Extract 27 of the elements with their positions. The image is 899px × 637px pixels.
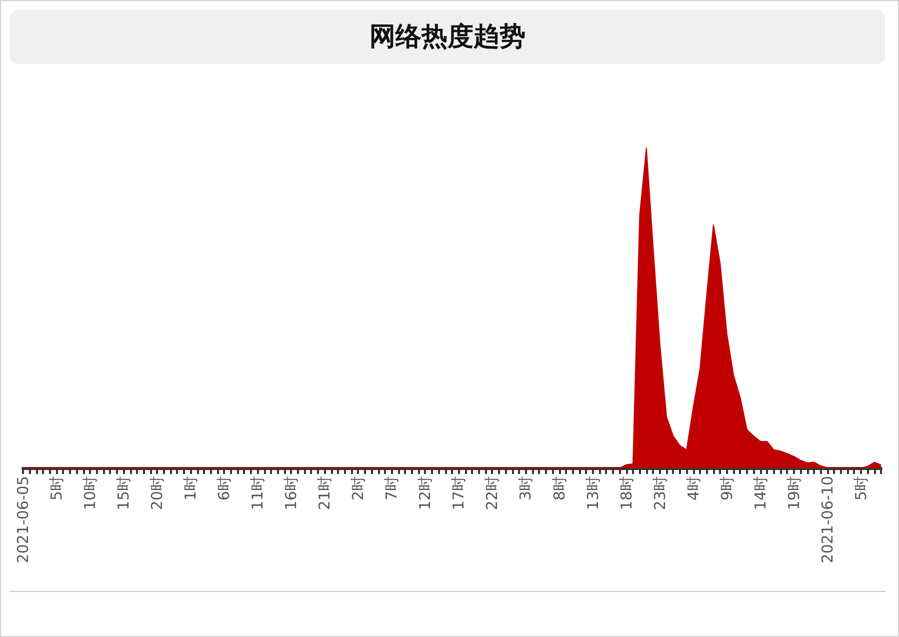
x-tick-label: 2时 [349, 476, 368, 501]
x-tick-label: 5时 [48, 476, 66, 501]
x-tick-label: 14时 [751, 476, 770, 510]
x-tick-label: 9时 [718, 476, 736, 501]
x-tick-label: 4时 [684, 476, 702, 501]
x-tick-label: 23时 [650, 476, 669, 510]
x-tick-label: 8时 [550, 476, 568, 501]
x-tick-label: 12时 [416, 476, 434, 510]
x-tick-label: 5时 [852, 476, 870, 501]
x-tick-label: 18时 [617, 476, 636, 510]
x-tick-label: 1时 [182, 476, 200, 501]
x-tick-label: 17时 [450, 476, 468, 510]
x-tick-label: 6时 [215, 476, 234, 501]
x-tick-label: 7时 [382, 476, 401, 501]
x-tick-label: 10时 [81, 476, 100, 510]
chart-title: 网络热度趋势 [10, 10, 885, 64]
x-tick-label: 22时 [483, 476, 502, 510]
x-tick-label: 13时 [584, 476, 602, 510]
x-tick-label: 2021-06-10 [818, 476, 836, 564]
x-tick-label: 3时 [516, 476, 535, 501]
x-tick-label: 16时 [282, 476, 300, 510]
x-tick-label: 19时 [784, 476, 803, 510]
x-tick-label: 11时 [248, 476, 267, 510]
x-tick-label: 15时 [114, 476, 133, 510]
x-tick-label: 20时 [148, 476, 166, 510]
x-tick-label: 21时 [316, 476, 334, 510]
x-tick-label: 2021-06-05 [14, 476, 32, 564]
